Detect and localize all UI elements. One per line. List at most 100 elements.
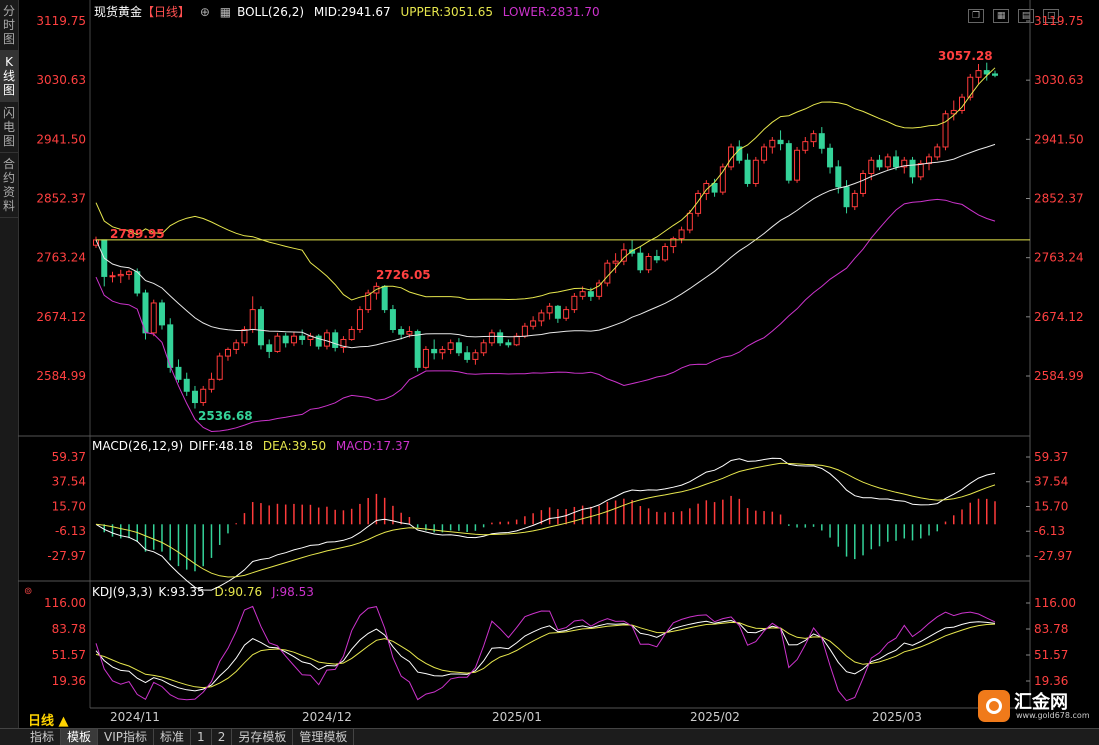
- candle-body: [299, 335, 306, 340]
- candle-body: [530, 320, 537, 327]
- view-tab-0[interactable]: 分时图: [0, 0, 18, 51]
- candle-body: [183, 378, 190, 392]
- candle-body: [554, 305, 561, 319]
- candle-body: [455, 342, 462, 354]
- candle-body: [125, 271, 132, 275]
- settings-icon[interactable]: ⊕: [199, 5, 210, 19]
- candle-body: [662, 246, 669, 261]
- candle-body: [992, 73, 998, 76]
- bottom-tab-7[interactable]: 管理模板: [293, 729, 355, 745]
- macd-diff-line: [95, 457, 996, 591]
- y-tick-right: 3030.63: [1034, 73, 1084, 87]
- candle-body: [216, 355, 223, 380]
- candle-body: [983, 70, 990, 75]
- bottom-tab-1[interactable]: 模板: [61, 729, 99, 745]
- bottom-tab-0[interactable]: 指标: [24, 729, 62, 745]
- boll-upper: UPPER:3051.65: [400, 5, 493, 19]
- kdj-j: J:98.53: [271, 585, 314, 599]
- kdj-label[interactable]: KDJ(9,3,3): [92, 585, 153, 599]
- bottom-tab-6[interactable]: 另存模板: [232, 729, 294, 745]
- candle-body: [785, 143, 792, 181]
- candle-body: [670, 238, 677, 248]
- candle-body: [579, 291, 586, 297]
- candle-body: [546, 305, 553, 314]
- y-tick-left: -6.13: [55, 524, 86, 538]
- candle-body: [356, 309, 363, 331]
- instrument-title: 现货黄金: [94, 5, 143, 19]
- y-tick-left: 2852.37: [36, 192, 86, 206]
- candle-body: [909, 159, 916, 178]
- candle-body: [200, 388, 207, 404]
- candle-body: [513, 335, 520, 346]
- bottom-tab-2[interactable]: VIP指标: [98, 729, 155, 745]
- boll-label[interactable]: BOLL(26,2): [237, 5, 305, 19]
- macd-label[interactable]: MACD(26,12,9): [92, 439, 184, 453]
- x-axis: 2024/11 2024/12 2025/01 2025/02 2025/03: [90, 708, 1031, 728]
- y-tick-left: 3119.75: [36, 14, 86, 28]
- candle-body: [926, 156, 933, 165]
- bottom-tab-3[interactable]: 标准: [154, 729, 192, 745]
- y-tick-left: 51.57: [52, 648, 86, 662]
- candle-body: [472, 352, 479, 360]
- chart-canvas[interactable]: 3119.75 3119.75 3030.63 3030.63 2941.50 2941.…: [0, 0, 1099, 728]
- candle-body: [794, 149, 801, 181]
- candle-body: [950, 109, 957, 115]
- y-tick-right: 3119.75: [1034, 14, 1084, 28]
- period-selector[interactable]: 日线 ▲: [28, 714, 69, 729]
- bottom-tab-4[interactable]: 1: [191, 729, 212, 745]
- candle-body: [884, 156, 891, 168]
- maximize-icon[interactable]: □: [1043, 9, 1060, 23]
- macd-dea: DEA:39.50: [262, 439, 327, 453]
- candle-body: [224, 348, 231, 357]
- bottom-toolbar: 指标 模板 VIP指标 标准 1 2 另存模板 管理模板: [0, 728, 1099, 745]
- y-tick-left: 2763.24: [36, 251, 86, 265]
- candle-body: [389, 309, 396, 331]
- candle-body: [934, 146, 941, 158]
- candle-body: [711, 182, 718, 193]
- view-tab-3[interactable]: 合约资料: [0, 153, 18, 218]
- candle-body: [134, 271, 141, 294]
- grid-icon[interactable]: ▦: [993, 9, 1010, 23]
- candle-body: [736, 146, 743, 161]
- candle-body: [967, 76, 974, 98]
- x-tick-label: 2025/02: [690, 710, 740, 724]
- view-tab-2[interactable]: 闪电图: [0, 102, 18, 153]
- layout-icon[interactable]: ▤: [1018, 9, 1035, 23]
- candle-body: [587, 291, 594, 297]
- candle-body: [480, 342, 487, 354]
- candle-body: [422, 348, 429, 368]
- candle-body: [332, 332, 339, 348]
- annotation-2789: 2789.95: [110, 227, 165, 241]
- window-controls: ❐ ▦ ▤ □: [964, 3, 1060, 23]
- candle-body: [158, 302, 165, 326]
- boll-indicator-icon[interactable]: ▦: [219, 5, 232, 19]
- candle-body: [315, 335, 322, 347]
- y-tick-right: 2941.50: [1034, 132, 1084, 146]
- candle-body: [191, 390, 198, 404]
- annotation-low: 2536.68: [198, 409, 253, 423]
- candle-body: [109, 275, 116, 278]
- y-tick-right: 37.54: [1034, 475, 1068, 489]
- candle-body: [802, 141, 809, 151]
- boll-upper-line: [95, 67, 996, 301]
- y-tick-left: 83.78: [52, 622, 86, 636]
- x-tick-label: 2025/01: [492, 710, 542, 724]
- kdj-settings-icon[interactable]: ⊚: [24, 586, 33, 597]
- boll-mid-line: [95, 143, 996, 349]
- candle-body: [719, 166, 726, 193]
- y-tick-right: 2763.24: [1034, 251, 1084, 265]
- candle-body: [488, 332, 495, 344]
- bottom-tab-5[interactable]: 2: [212, 729, 233, 745]
- candle-body: [521, 325, 528, 337]
- candle-body: [150, 302, 157, 334]
- candle-body: [348, 329, 355, 340]
- restore-icon[interactable]: ❐: [968, 9, 984, 23]
- candle-body: [851, 192, 858, 208]
- candle-body: [810, 133, 817, 143]
- candle-body: [233, 342, 240, 350]
- candle-body: [249, 309, 256, 331]
- candle-body: [117, 273, 124, 277]
- y-tick-left: 2674.12: [36, 310, 86, 324]
